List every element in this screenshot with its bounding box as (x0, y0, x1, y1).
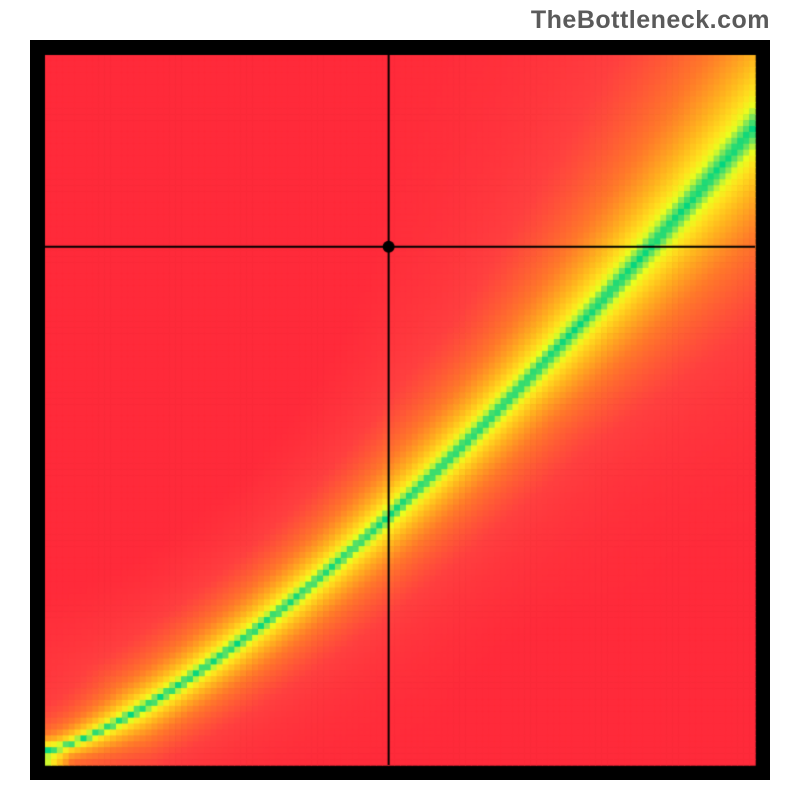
watermark-text: TheBottleneck.com (531, 6, 770, 35)
heatmap-canvas (30, 40, 770, 780)
figure-container: TheBottleneck.com (0, 0, 800, 800)
plot-frame (30, 40, 770, 780)
